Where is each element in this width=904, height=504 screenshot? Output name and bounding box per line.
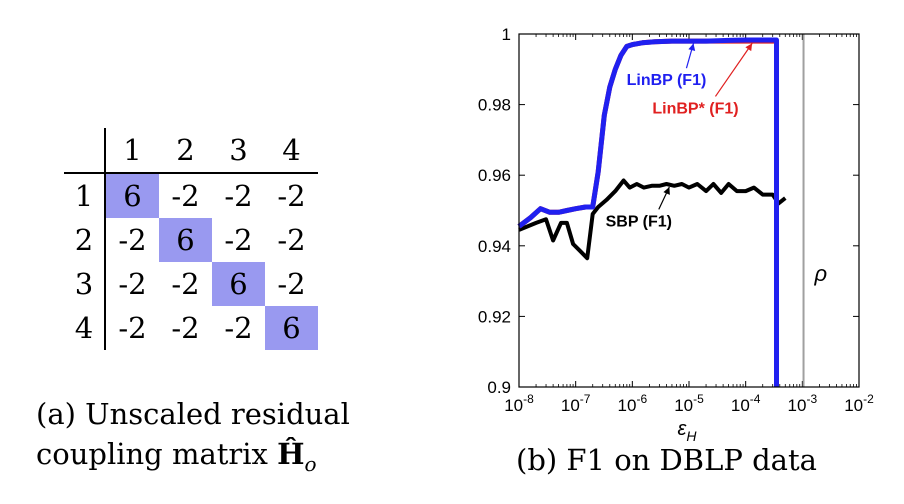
matrix-cell: -2 [118,223,147,257]
matrix-caption-line2: coupling matrix Ĥo [36,434,350,484]
y-tick-label: 0.98 [478,96,511,115]
y-tick-label: 0.96 [478,166,511,185]
y-tick-label: 0.9 [487,378,511,397]
y-tick-label: 0.94 [478,237,511,256]
series-line [517,37,779,387]
x-tick-label: 10-8 [504,392,534,415]
matrix-cell: -2 [171,311,200,345]
x-axis-label: εH [678,418,698,444]
matrix-col-header: 1 [105,128,159,174]
rho-label: ρ [814,261,828,286]
matrix-cell: -2 [224,311,253,345]
annotation-arrow [714,43,753,97]
coupling-matrix-table: 1 2 3 4 1 6 -2 -2 -2 2 -2 6 -2 -2 3 -2 -… [64,128,318,350]
matrix-cell-diagonal: 6 [159,218,212,262]
matrix-cell-diagonal: 6 [105,173,159,218]
matrix-caption: (a) Unscaled residual coupling matrix Ĥo [36,394,350,484]
matrix-col-header: 3 [212,128,265,174]
x-tick-label: 10-2 [844,392,874,415]
annotation-arrowhead [663,187,670,195]
matrix-caption-text: coupling matrix [36,437,278,471]
x-tick-label: 10-7 [561,392,591,415]
annotation-label: LinBP* (F1) [652,100,738,117]
matrix-cell: -2 [224,223,253,257]
chart-caption: (b) F1 on DBLP data [516,443,817,477]
matrix-row-header: 3 [64,262,106,306]
matrix-cell: -2 [224,179,253,213]
matrix-caption-line1: (a) Unscaled residual [36,397,350,431]
annotation-arrowhead [745,43,753,52]
matrix-cell: -2 [277,179,306,213]
matrix-row-header: 2 [64,218,106,262]
matrix-corner-cell [64,128,106,174]
annotation-label: LinBP (F1) [627,72,707,89]
y-tick-label: 0.92 [478,307,511,326]
matrix-header-row: 1 2 3 4 [64,128,318,174]
series-line [518,178,787,261]
matrix-row: 1 6 -2 -2 -2 [64,173,318,218]
x-tick-label: 10-5 [674,392,704,415]
matrix-cell: -2 [118,311,147,345]
y-tick-label: 1 [502,25,511,44]
matrix-row: 4 -2 -2 -2 6 [64,306,318,350]
x-tick-label: 10-4 [731,392,761,415]
matrix-col-header: 4 [265,128,318,174]
matrix-row-header: 1 [64,173,106,218]
matrix-cell: -2 [171,267,200,301]
annotation-arrowhead [688,43,696,51]
matrix-cell: -2 [118,267,147,301]
matrix-symbol: Ĥ [277,437,305,471]
matrix-row: 2 -2 6 -2 -2 [64,218,318,262]
matrix-cell: -2 [277,223,306,257]
matrix-cell: -2 [277,267,306,301]
matrix-symbol-subscript: o [304,451,317,476]
annotation-label: SBP (F1) [606,213,672,230]
matrix-col-header: 2 [159,128,212,174]
x-tick-label: 10-3 [788,392,818,415]
matrix-row-header: 4 [64,306,106,350]
matrix-cell: -2 [171,179,200,213]
matrix-cell-diagonal: 6 [212,262,265,306]
x-tick-label: 10-6 [618,392,648,415]
matrix-cell-diagonal: 6 [265,306,318,350]
plot-frame [518,33,860,388]
matrix-row: 3 -2 -2 6 -2 [64,262,318,306]
